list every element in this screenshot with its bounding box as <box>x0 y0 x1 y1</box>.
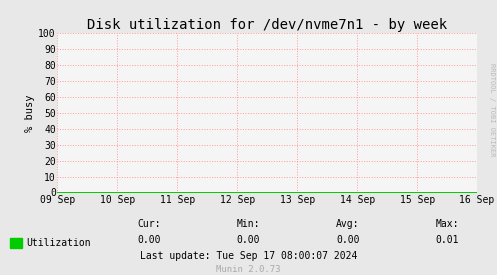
Text: Munin 2.0.73: Munin 2.0.73 <box>216 265 281 274</box>
Text: 0.00: 0.00 <box>336 235 360 245</box>
Text: Utilization: Utilization <box>26 238 91 248</box>
Text: 0.00: 0.00 <box>137 235 161 245</box>
Title: Disk utilization for /dev/nvme7n1 - by week: Disk utilization for /dev/nvme7n1 - by w… <box>87 18 447 32</box>
Text: 0.01: 0.01 <box>435 235 459 245</box>
Text: 0.00: 0.00 <box>237 235 260 245</box>
Text: RRDTOOL / TOBI OETIKER: RRDTOOL / TOBI OETIKER <box>489 63 495 157</box>
Y-axis label: % busy: % busy <box>25 94 35 131</box>
Text: Cur:: Cur: <box>137 219 161 229</box>
Text: Last update: Tue Sep 17 08:00:07 2024: Last update: Tue Sep 17 08:00:07 2024 <box>140 251 357 261</box>
Text: Avg:: Avg: <box>336 219 360 229</box>
Text: Max:: Max: <box>435 219 459 229</box>
Text: Min:: Min: <box>237 219 260 229</box>
